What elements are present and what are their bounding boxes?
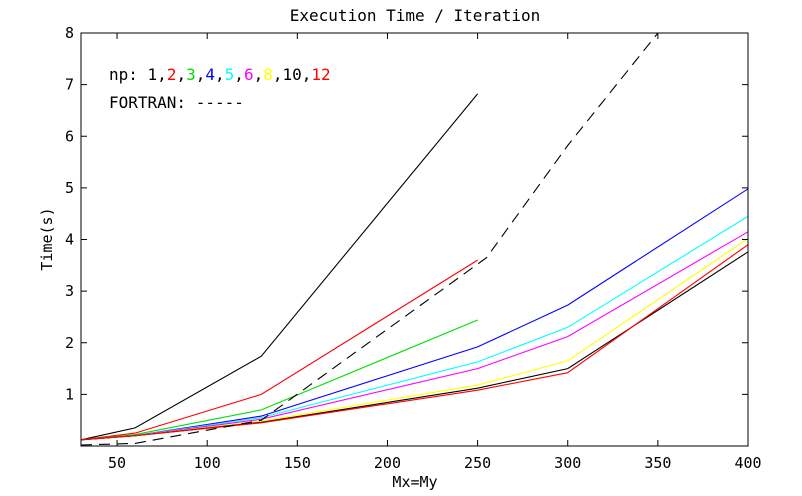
series-line-3 <box>81 319 478 441</box>
y-tick-label: 7 <box>65 76 74 94</box>
series-line-7 <box>81 238 748 441</box>
x-tick-label: 150 <box>284 454 311 472</box>
y-tick-label: 4 <box>65 231 74 249</box>
legend: np: 1,2,3,4,5,6,8,10,12 FORTRAN: ----- <box>109 65 331 112</box>
x-tick-label: 300 <box>554 454 581 472</box>
legend-separator: , <box>254 65 264 84</box>
x-axis-label: Mx=My <box>392 473 437 491</box>
y-tick-label: 2 <box>65 334 74 352</box>
series-layer <box>81 33 748 446</box>
series-line-6 <box>81 231 748 441</box>
series-line-5 <box>81 215 748 441</box>
legend-np-entry: 3 <box>186 65 196 84</box>
x-tick-label: 50 <box>108 454 126 472</box>
x-tick-label: 400 <box>734 454 761 472</box>
y-tick-label: 6 <box>65 127 74 145</box>
chart-title: Execution Time / Iteration <box>290 6 540 25</box>
legend-np-line: np: 1,2,3,4,5,6,8,10,12 <box>109 65 331 84</box>
plot-frame <box>80 32 749 447</box>
legend-np-entry: 12 <box>311 65 330 84</box>
legend-np-entry: 8 <box>263 65 273 84</box>
legend-separator: , <box>302 65 312 84</box>
legend-np-entry: 4 <box>205 65 215 84</box>
legend-separator: , <box>157 65 167 84</box>
legend-separator: , <box>215 65 225 84</box>
legend-separator: , <box>176 65 186 84</box>
x-tick-label: 250 <box>464 454 491 472</box>
series-line-2 <box>81 259 478 441</box>
x-tick-label: 200 <box>374 454 401 472</box>
legend-np-entry: 1 <box>148 65 158 84</box>
y-tick-label: 1 <box>65 385 74 403</box>
legend-fortran-line: FORTRAN: ----- <box>109 93 244 112</box>
legend-np-prefix: np: <box>109 65 148 84</box>
legend-np-entry: 10 <box>283 65 302 84</box>
series-line-9 <box>81 244 748 441</box>
y-axis-label: Time(s) <box>38 207 56 270</box>
legend-np-entry: 2 <box>167 65 177 84</box>
y-tick-label: 3 <box>65 282 74 300</box>
legend-fortran-sample: ----- <box>196 93 244 112</box>
y-tick-label: 5 <box>65 179 74 197</box>
y-tick-label: 8 <box>65 24 74 42</box>
x-tick-label: 350 <box>644 454 671 472</box>
legend-np-entry: 5 <box>225 65 235 84</box>
legend-fortran-label: FORTRAN: <box>109 93 196 112</box>
x-tick-label: 100 <box>194 454 221 472</box>
legend-separator: , <box>273 65 283 84</box>
legend-np-entry: 6 <box>244 65 254 84</box>
series-line-1 <box>81 93 479 441</box>
legend-separator: , <box>234 65 244 84</box>
series-line-fortran <box>81 33 659 446</box>
legend-separator: , <box>196 65 206 84</box>
